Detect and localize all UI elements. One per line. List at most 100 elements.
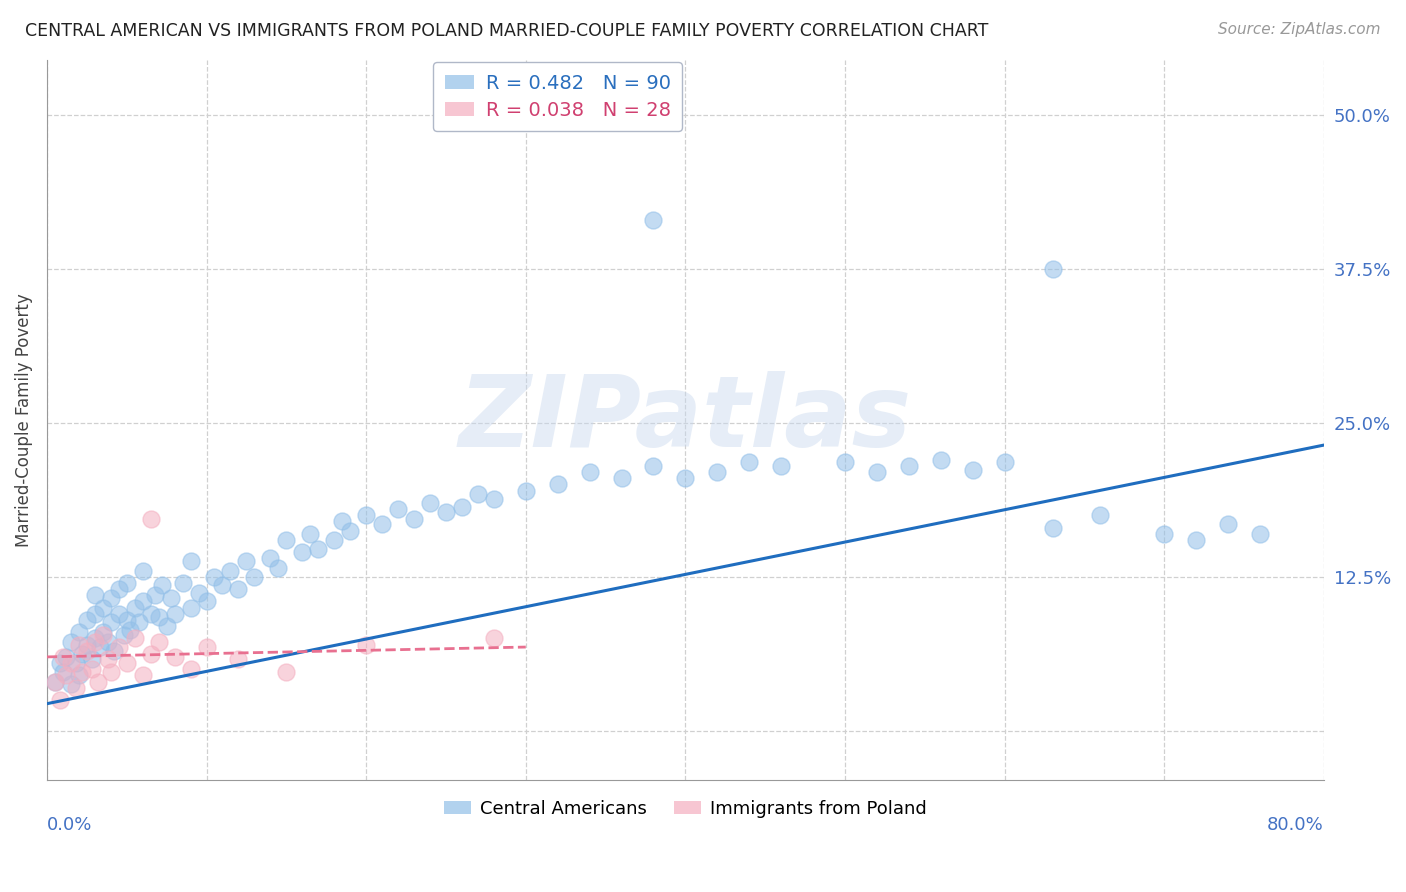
Point (994, 455, 1017, 469)
Point (131, 564, 153, 578)
Point (83, 607, 105, 621)
Point (897, 458, 920, 473)
Point (115, 656, 138, 670)
Point (89, 640, 111, 654)
Point (70, 648, 93, 662)
Point (467, 487, 489, 501)
Point (160, 591, 183, 605)
Point (330, 515, 353, 529)
Point (235, 554, 257, 568)
Point (96, 652, 118, 666)
Point (1249, 526, 1271, 541)
Point (91, 600, 114, 615)
Point (291, 545, 314, 559)
Text: Source: ZipAtlas.com: Source: ZipAtlas.com (1218, 22, 1381, 37)
Point (187, 586, 209, 600)
Point (145, 588, 167, 602)
Text: 80.0%: 80.0% (1267, 816, 1324, 834)
Point (339, 524, 361, 539)
Point (52, 665, 75, 679)
Y-axis label: Married-Couple Family Poverty: Married-Couple Family Poverty (15, 293, 32, 547)
Point (65, 656, 87, 670)
Point (1185, 533, 1208, 547)
Point (96, 635, 118, 649)
Point (1042, 262, 1064, 277)
Point (139, 607, 162, 621)
Text: ZIPatlas: ZIPatlas (458, 371, 912, 468)
Point (44, 674, 66, 689)
Point (59, 656, 82, 670)
Point (48, 656, 70, 670)
Point (515, 483, 537, 498)
Point (148, 635, 170, 649)
Point (276, 665, 298, 679)
Point (100, 665, 122, 679)
Point (451, 500, 474, 514)
Point (228, 582, 250, 597)
Point (150, 578, 173, 592)
Point (124, 600, 146, 615)
Point (323, 533, 346, 547)
Point (91, 625, 114, 640)
Point (354, 508, 377, 523)
Point (70, 665, 93, 679)
Point (299, 526, 322, 541)
Point (87, 674, 110, 689)
Point (371, 516, 394, 531)
Point (55, 668, 77, 682)
Point (112, 628, 135, 642)
Point (52, 649, 75, 664)
Point (100, 591, 122, 605)
Point (738, 455, 761, 469)
Point (131, 594, 153, 608)
Point (929, 453, 952, 467)
Point (76, 644, 98, 658)
Point (172, 576, 194, 591)
Point (1153, 526, 1175, 541)
Point (67, 638, 90, 652)
Point (103, 644, 125, 658)
Point (434, 505, 457, 519)
Point (219, 564, 242, 578)
Point (131, 668, 153, 682)
Point (91, 628, 114, 642)
Point (643, 212, 665, 227)
Point (962, 463, 984, 477)
Point (276, 533, 298, 547)
Point (706, 465, 728, 479)
Point (100, 615, 122, 630)
Legend: Central Americans, Immigrants from Poland: Central Americans, Immigrants from Polan… (437, 793, 934, 825)
Point (48, 693, 70, 707)
Point (44, 674, 66, 689)
Point (59, 677, 82, 691)
Point (139, 648, 162, 662)
Point (107, 582, 129, 597)
Point (402, 512, 425, 526)
Point (67, 625, 90, 640)
Point (83, 635, 105, 649)
Point (387, 502, 409, 516)
Point (354, 638, 377, 652)
Point (107, 640, 129, 654)
Point (65, 681, 87, 695)
Point (482, 632, 505, 646)
Text: CENTRAL AMERICAN VS IMMIGRANTS FROM POLAND MARRIED-COUPLE FAMILY POVERTY CORRELA: CENTRAL AMERICAN VS IMMIGRANTS FROM POLA… (25, 22, 988, 40)
Point (180, 662, 202, 676)
Point (307, 541, 329, 556)
Point (259, 551, 281, 566)
Point (610, 471, 633, 485)
Point (228, 652, 250, 666)
Point (55, 649, 77, 664)
Point (83, 632, 105, 646)
Point (180, 554, 202, 568)
Point (1216, 516, 1239, 531)
Point (211, 578, 233, 592)
Point (59, 635, 82, 649)
Point (770, 458, 793, 473)
Point (195, 640, 218, 654)
Point (673, 471, 696, 485)
Point (107, 607, 129, 621)
Point (139, 512, 162, 526)
Point (128, 615, 150, 630)
Point (163, 607, 186, 621)
